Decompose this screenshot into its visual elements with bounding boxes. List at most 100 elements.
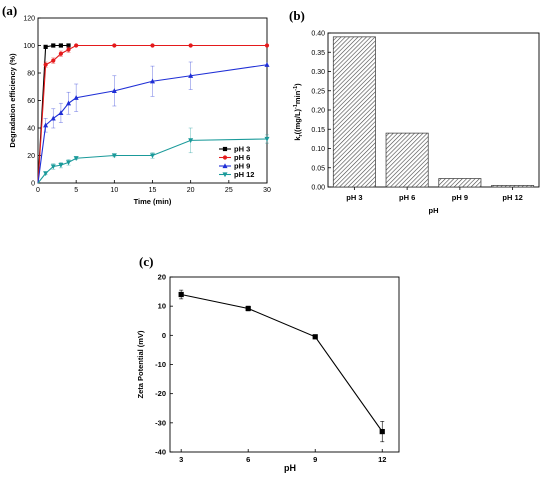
panel-b-y-axis-label-mid2: min	[293, 90, 302, 104]
panel-c-y-tick-label: 0	[162, 331, 166, 340]
data-point	[58, 110, 64, 115]
panel-a-series-ph-9	[37, 61, 270, 184]
data-point	[111, 88, 117, 93]
data-point	[51, 43, 56, 48]
panel-a-series-ph-6	[37, 43, 270, 184]
legend-entry-label: pH 9	[234, 162, 250, 171]
bar-ph-3	[332, 36, 376, 188]
panel-b-y-tick-label: 0.10	[311, 146, 325, 153]
panel-b-y-axis-label-sup1: -1	[293, 104, 299, 109]
panel-b-y-axis-label: kr((mg/L)-1min-1)	[293, 83, 304, 141]
panel-b-y-axis-label-base: k	[293, 136, 302, 141]
panel-a-y-tick-label: 60	[27, 98, 35, 105]
data-point	[66, 47, 71, 52]
panel-a-y-tick-label: 0	[31, 181, 35, 188]
panel-b-chart: (b) 0.00 0.05 0.10 0.15 0.20 0.25 0.30 0.35 0.40…	[289, 8, 540, 215]
legend-entry-label: pH 12	[234, 170, 254, 179]
panel-b-x-tick-label: pH 6	[399, 193, 415, 202]
data-point	[66, 160, 72, 166]
panel-b-y-tick-label: 0.40	[311, 31, 325, 38]
panel-a-x-tick-label: 5	[74, 187, 78, 194]
data-point	[312, 334, 318, 340]
panel-a-y-tick-label: 120	[23, 16, 35, 23]
panel-b-y-tick-label: 0.05	[311, 165, 325, 172]
panel-b-y-axis-label-sup2: -1	[293, 86, 299, 91]
panel-c-x-tick-label: 6	[246, 455, 250, 464]
data-point	[73, 156, 79, 161]
panel-a-label: (a)	[2, 3, 17, 18]
data-point	[51, 58, 56, 63]
data-point	[43, 62, 48, 67]
panel-a-x-tick-label: 30	[263, 187, 271, 194]
data-point	[178, 291, 184, 298]
panel-b-x-tick-label: pH 3	[346, 193, 362, 202]
panel-a-chart: (a) 0 5 10 15 20 25 30 0 20 40 60 80 100 120 Time (mi…	[2, 3, 271, 206]
data-point	[58, 43, 63, 48]
data-point	[43, 122, 49, 128]
legend-marker	[222, 146, 228, 152]
legend-marker	[222, 155, 228, 160]
data-point	[150, 78, 155, 84]
panel-b-y-tick-label: 0.35	[311, 50, 325, 57]
series-line	[37, 44, 267, 184]
series-line	[37, 64, 268, 184]
panel-a-y-tick-label: 80	[27, 71, 35, 78]
panel-c-y-tick-label: -20	[155, 389, 166, 398]
data-point	[43, 171, 49, 177]
panel-a-y-tick-label: 20	[27, 153, 35, 160]
panel-b-label: (b)	[289, 8, 305, 23]
panel-a-x-tick-label: 15	[149, 187, 157, 194]
data-point	[112, 43, 117, 48]
data-point	[66, 43, 71, 48]
data-point	[150, 43, 155, 48]
data-point	[188, 43, 193, 48]
panel-c-label: (c)	[139, 254, 153, 269]
panel-c-y-tick-label: 20	[158, 273, 166, 282]
panel-c-x-tick-label: 3	[179, 455, 183, 464]
panel-b-y-axis-label-end: )	[293, 83, 302, 86]
bar-ph-12	[491, 185, 535, 188]
data-point	[264, 43, 270, 48]
panel-c-x-tick-label: 9	[313, 455, 317, 464]
data-point	[150, 153, 155, 159]
series-line	[37, 138, 268, 184]
panel-b-y-axis-label-sub: r	[298, 134, 304, 137]
panel-c-y-axis-label: Zeta Potential (mV)	[136, 330, 145, 398]
data-point	[188, 138, 194, 144]
legend-marker	[222, 172, 228, 178]
panel-a-y-tick-label: 100	[23, 43, 35, 50]
panel-a-y-axis-label: Degradation efficiency (%)	[8, 53, 17, 148]
data-point	[50, 115, 56, 121]
data-point	[74, 43, 79, 48]
panel-a-x-tick-label: 25	[225, 187, 233, 194]
data-point	[379, 428, 385, 435]
panel-a-legend: pH 3pH 6pH 9pH 12	[219, 145, 254, 179]
legend-marker	[222, 163, 228, 169]
panel-c-y-tick-label: -10	[155, 360, 166, 369]
panel-a-x-axis-label: Time (min)	[134, 197, 172, 206]
legend-entry-label: pH 3	[234, 145, 250, 154]
panel-b-y-tick-label: 0.25	[311, 88, 325, 95]
data-point	[264, 136, 270, 142]
panel-a-series-ph-3	[37, 43, 71, 184]
data-point	[188, 73, 194, 78]
panel-a-x-tick-label: 0	[36, 187, 40, 194]
panel-c-chart: (c) 3 6 9 12 -40 -30 -20 -10 0 10 20 pH Zeta Poten…	[136, 254, 400, 473]
legend-entry-label: pH 6	[234, 153, 250, 162]
data-point	[111, 153, 117, 159]
zeta-series-line	[181, 293, 383, 432]
panel-c-frame	[169, 276, 400, 453]
data-point	[66, 100, 72, 106]
panel-b-x-axis-label: pH	[429, 206, 439, 215]
panel-a-x-tick-label: 10	[110, 187, 118, 194]
data-point	[264, 62, 270, 67]
panel-a-x-tick-label: 20	[187, 187, 195, 194]
data-point	[58, 51, 64, 56]
panel-a-series-ph-12	[37, 127, 270, 184]
panel-b-y-tick-label: 0.20	[311, 108, 325, 115]
panel-b-y-tick-label: 0.15	[311, 127, 325, 134]
data-point	[50, 164, 56, 170]
bar-ph-6	[385, 132, 429, 188]
data-point	[58, 163, 64, 168]
